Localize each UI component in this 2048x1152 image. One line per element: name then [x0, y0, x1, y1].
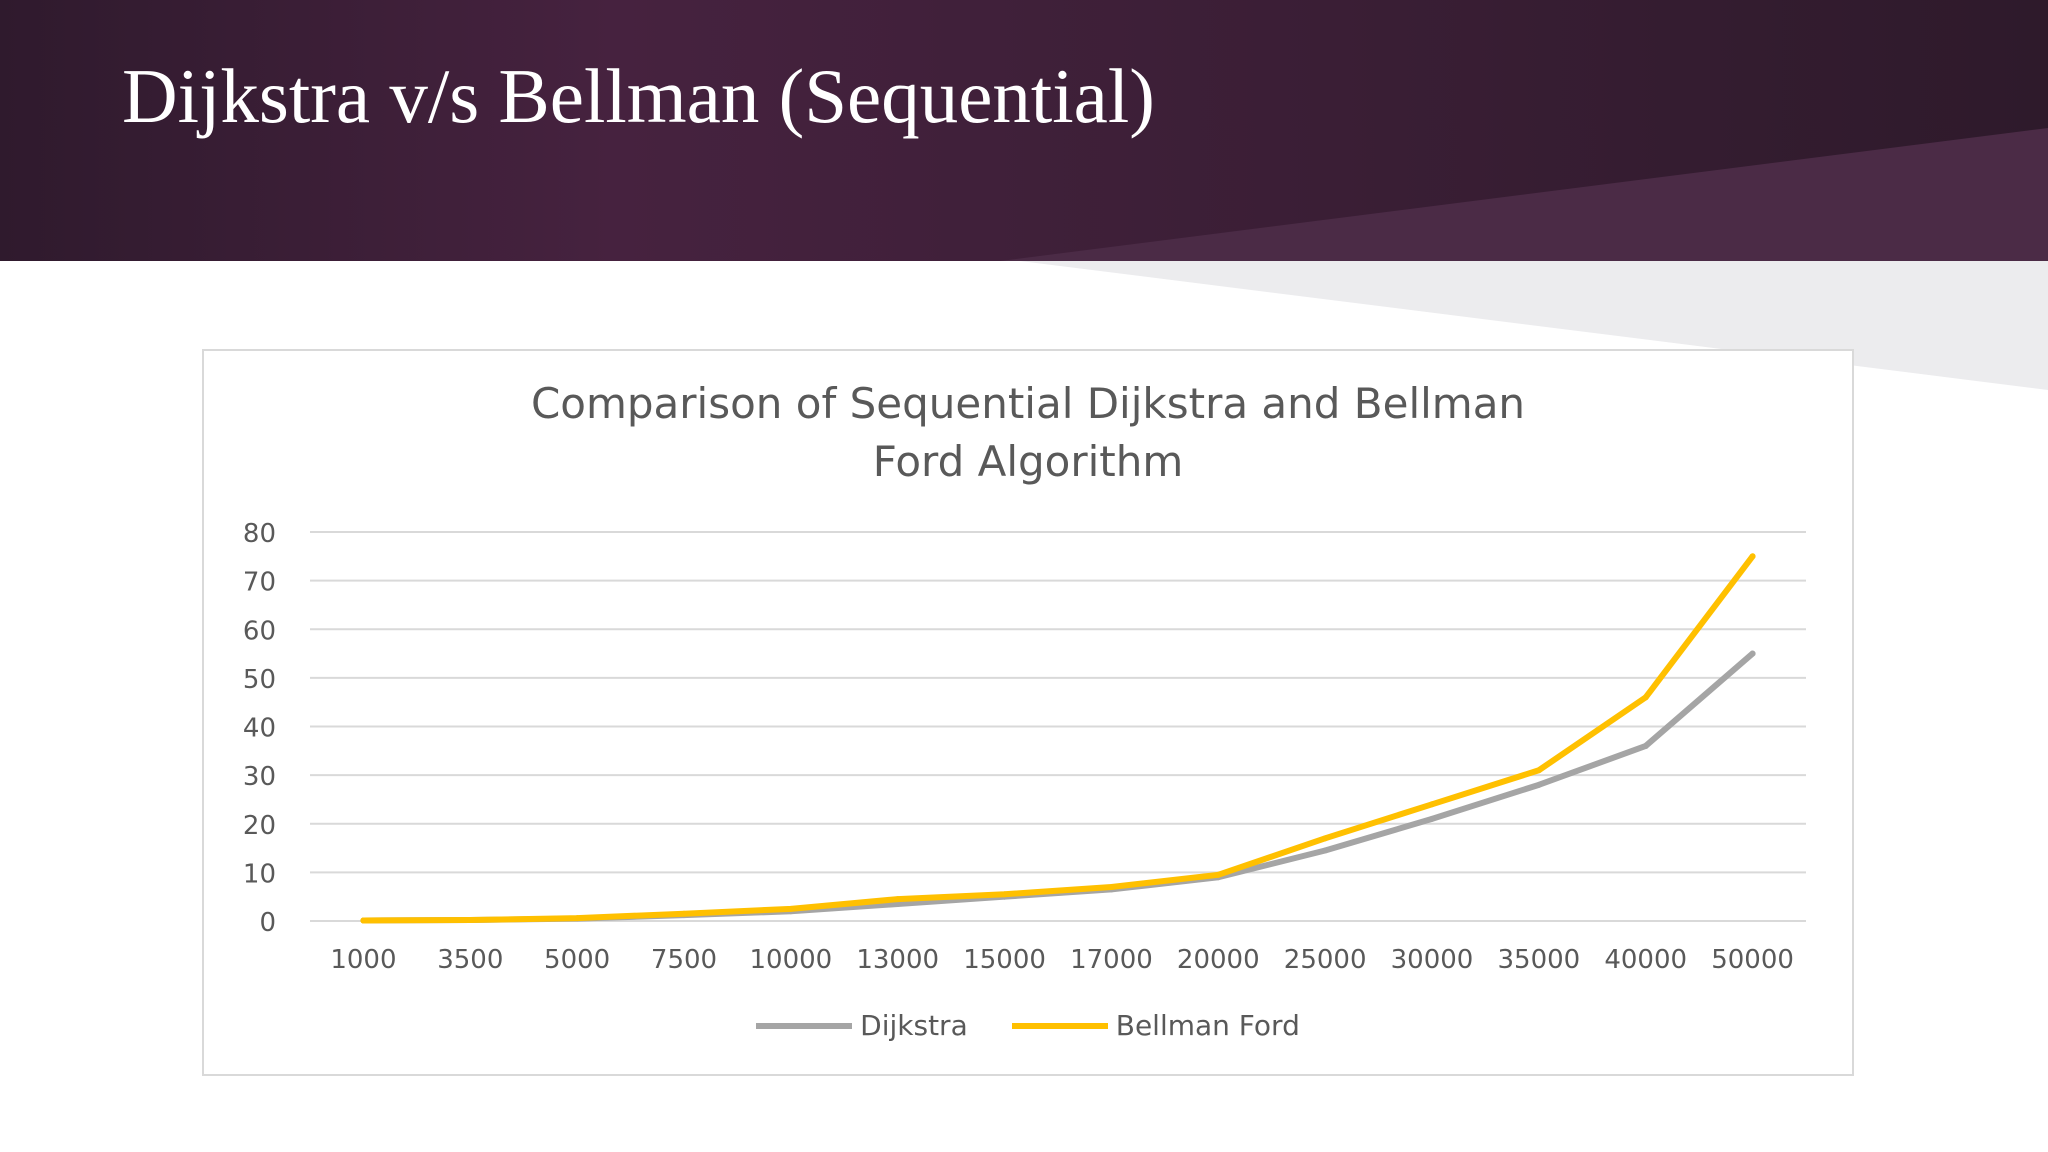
- y-tick-label-20: 20: [243, 811, 276, 841]
- x-tick-label-30000: 30000: [1391, 945, 1474, 975]
- chart-plot: 0 10 20 30 40 50 60 70 80 1000 3500 5000 7500 10000 13…: [243, 519, 1806, 975]
- y-tick-label-50: 50: [243, 665, 276, 695]
- data-point-bellman-ford-15000: [1001, 891, 1008, 898]
- slide-title: Dijkstra v/s Bellman (Sequential): [122, 53, 1155, 139]
- y-tick-label-0: 0: [259, 908, 276, 938]
- y-tick-label-30: 30: [243, 762, 276, 792]
- header-accent-band: [1000, 128, 2048, 261]
- data-point-bellman-ford-10000: [787, 905, 794, 912]
- x-tick-label-40000: 40000: [1604, 945, 1687, 975]
- data-point-dijkstra-30000: [1429, 815, 1435, 822]
- data-point-dijkstra-50000: [1749, 650, 1756, 657]
- data-point-dijkstra-40000: [1642, 742, 1649, 749]
- chart-title-line-2: Ford Algorithm: [872, 437, 1184, 486]
- legend-label-dijkstra: Dijkstra: [860, 1009, 968, 1042]
- x-tick-label-7500: 7500: [651, 945, 717, 975]
- legend-label-bellman-ford: Bellman Ford: [1115, 1009, 1300, 1042]
- data-point-bellman-ford-3500: [467, 917, 474, 924]
- data-point-bellman-ford-35000: [1535, 767, 1542, 774]
- x-tick-label-17000: 17000: [1070, 945, 1153, 975]
- legend-item-bellman-ford: Bellman Ford: [1011, 1009, 1300, 1042]
- data-point-bellman-ford-40000: [1642, 694, 1649, 701]
- x-tick-label-20000: 20000: [1177, 945, 1260, 975]
- y-tick-label-70: 70: [243, 568, 276, 598]
- x-tick-label-3500: 3500: [437, 945, 503, 975]
- chart-title: Comparison of Sequential Dijkstra and Be…: [204, 375, 1852, 491]
- data-point-bellman-ford-20000: [1215, 871, 1222, 878]
- x-tick-label-13000: 13000: [856, 945, 939, 975]
- x-tick-label-25000: 25000: [1284, 945, 1367, 975]
- data-point-bellman-ford-30000: [1429, 801, 1435, 808]
- y-tick-label-40: 40: [243, 714, 276, 744]
- data-point-bellman-ford-25000: [1322, 835, 1329, 842]
- data-point-bellman-ford-7500: [681, 910, 687, 917]
- x-tick-label-15000: 15000: [963, 945, 1046, 975]
- x-tick-label-50000: 50000: [1711, 945, 1794, 975]
- data-point-dijkstra-25000: [1322, 847, 1329, 854]
- x-tick-label-35000: 35000: [1497, 945, 1580, 975]
- data-point-dijkstra-13000: [894, 900, 901, 907]
- y-tick-label-60: 60: [243, 616, 276, 646]
- series-line-dijkstra: [360, 650, 1756, 924]
- data-point-bellman-ford-1000: [360, 917, 367, 924]
- chart-title-line-1: Comparison of Sequential Dijkstra and Be…: [530, 379, 1526, 428]
- y-tick-label-80: 80: [243, 519, 276, 549]
- y-tick-label-10: 10: [243, 859, 276, 889]
- x-tick-label-10000: 10000: [749, 945, 832, 975]
- series-line-bellman-ford: [360, 553, 1756, 924]
- legend-swatch-bellman-ford: [1011, 1022, 1108, 1029]
- data-point-bellman-ford-17000: [1108, 883, 1115, 890]
- data-point-bellman-ford-13000: [894, 896, 901, 903]
- data-point-dijkstra-35000: [1535, 781, 1542, 788]
- legend-item-dijkstra: Dijkstra: [756, 1009, 968, 1042]
- chart-frame: Comparison of Sequential Dijkstra and Be…: [202, 349, 1854, 1076]
- data-point-bellman-ford-5000: [574, 915, 581, 922]
- x-tick-label-1000: 1000: [330, 945, 396, 975]
- x-tick-label-5000: 5000: [544, 945, 610, 975]
- legend-swatch-dijkstra: [756, 1022, 853, 1029]
- chart-legend: Dijkstra Bellman Ford: [204, 1009, 1852, 1042]
- data-point-bellman-ford-50000: [1749, 553, 1756, 560]
